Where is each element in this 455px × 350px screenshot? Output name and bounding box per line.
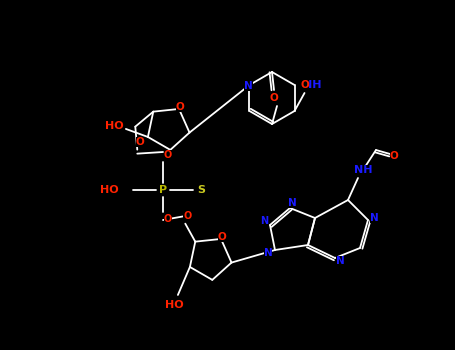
Text: HO: HO [105,121,123,131]
Text: N: N [336,256,344,266]
Text: N: N [369,213,379,223]
Text: O: O [389,151,399,161]
Text: N: N [288,198,296,208]
Text: N: N [260,216,268,226]
Text: NH: NH [303,80,321,90]
Text: N: N [244,81,253,91]
Text: S: S [197,185,205,195]
Text: O: O [300,80,309,90]
Text: O: O [164,150,172,160]
Text: O: O [270,93,278,103]
Text: HO: HO [101,185,119,195]
Text: P: P [159,185,167,195]
Text: O: O [217,232,227,242]
Text: O: O [176,102,184,112]
Text: NH: NH [354,165,372,175]
Text: O: O [183,211,192,220]
Text: O: O [164,214,172,224]
Text: HO: HO [165,300,183,310]
Text: N: N [263,248,273,258]
Text: O: O [136,136,145,147]
